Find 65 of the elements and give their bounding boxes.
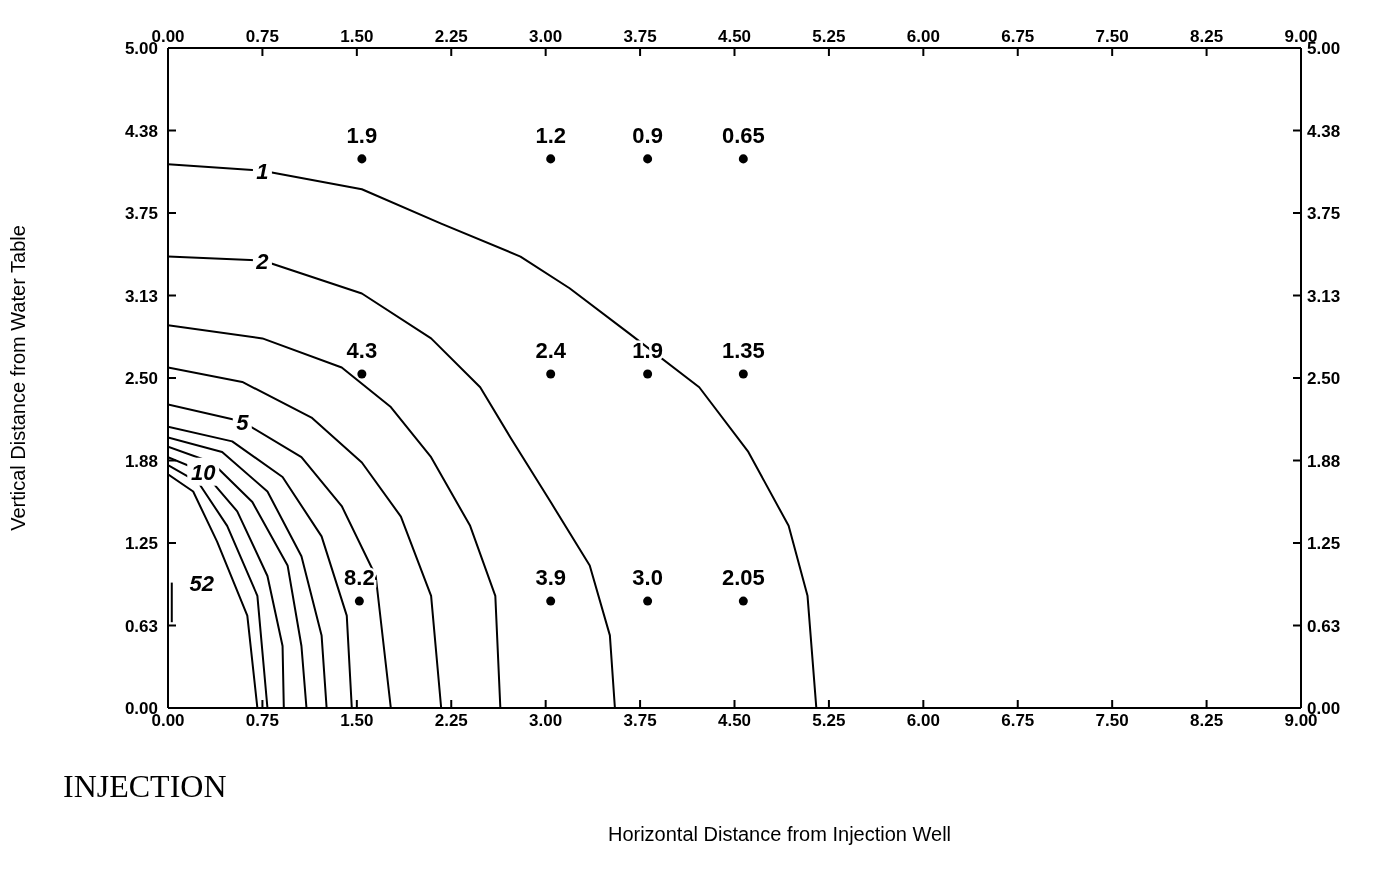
y-tick-label: 2.50 [124, 369, 158, 389]
annotation: 2.4 [535, 338, 567, 364]
x-tick-label: 3.75 [623, 27, 657, 46]
y2-tick-label: 3.75 [1307, 204, 1341, 224]
y2-tick-label: 3.13 [1307, 286, 1341, 306]
x2-tick-label: 0.75 [245, 711, 279, 731]
x-tick-label: 5.25 [812, 27, 846, 46]
y2-tick-label: 1.88 [1307, 451, 1341, 471]
annotation: 1.35 [721, 338, 765, 364]
point [546, 154, 556, 164]
annotation: 0.65 [721, 122, 765, 148]
x2-tick-label: 7.50 [1095, 711, 1129, 731]
x-tick-label: 1.50 [340, 27, 374, 46]
x2-tick-label: 3.00 [529, 711, 563, 731]
y-tick-label: 1.25 [124, 534, 158, 554]
y2-tick-label: 2.50 [1307, 369, 1341, 389]
x-tick-label: 6.00 [906, 27, 940, 46]
y-tick-label: 0.63 [124, 616, 158, 636]
y2-tick-label: 0.63 [1307, 616, 1341, 636]
y-tick-label: 4.38 [124, 121, 158, 141]
point [354, 596, 364, 606]
text: INJECTION [63, 768, 228, 805]
x2-tick-label: 8.25 [1190, 711, 1224, 731]
point [738, 369, 748, 379]
point [546, 369, 556, 379]
x-tick-label: 7.50 [1095, 27, 1129, 46]
point [643, 154, 653, 164]
annotation: 1.2 [535, 122, 566, 148]
series-label: 5 [236, 409, 250, 435]
x-tick-label: 6.75 [1001, 27, 1035, 46]
y2-tick-label: 1.25 [1307, 534, 1341, 554]
x2-tick-label: 3.75 [623, 711, 657, 731]
y-tick-label: 3.75 [124, 204, 158, 224]
x-axis-title: Horizontal Distance from Injection Well [606, 823, 953, 846]
x-tick-label: 3.00 [529, 27, 563, 46]
y-axis-title: Vertical Distance from Water Table [7, 225, 30, 531]
point [643, 596, 653, 606]
x2-tick-label: 6.75 [1001, 711, 1035, 731]
x2-tick-label: 6.00 [906, 711, 940, 731]
y-tick-label: 3.13 [124, 286, 158, 306]
point [357, 369, 367, 379]
point [738, 596, 748, 606]
annotation: 0.9 [632, 122, 663, 148]
y-tick-label: 1.88 [124, 451, 158, 471]
annotation: 3.9 [535, 565, 566, 591]
annotation: 3.0 [632, 565, 663, 591]
x2-tick-label: 1.50 [340, 711, 374, 731]
annotation: 2.05 [721, 565, 765, 591]
point [357, 154, 367, 164]
x2-tick-label: 5.25 [812, 711, 846, 731]
point [546, 596, 556, 606]
annotation: 4.3 [346, 338, 378, 364]
point [738, 154, 748, 164]
point [643, 369, 653, 379]
series-label: 10 [191, 459, 217, 485]
x-tick-label: 4.50 [717, 27, 752, 46]
series-label: 52 [189, 570, 215, 596]
x-tick-label: 2.25 [434, 27, 468, 46]
annotation: 8.2 [344, 565, 375, 591]
annotation: 1.9 [346, 122, 378, 148]
x-tick-label: 8.25 [1190, 27, 1224, 46]
y2-tick-label: 4.38 [1307, 121, 1341, 141]
x-tick-label: 0.75 [245, 27, 279, 46]
x2-tick-label: 2.25 [434, 711, 468, 731]
x2-tick-label: 4.50 [717, 711, 752, 731]
